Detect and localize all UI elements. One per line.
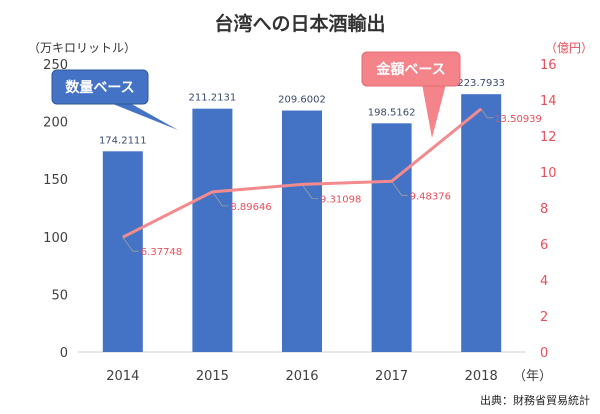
y-left-tick: 200: [43, 116, 68, 131]
callout-amount: 金額ベース: [361, 51, 461, 138]
y-right-tick: 12: [540, 130, 557, 145]
line-data-labels: 6.37748 8.89646 9.31098 9.48376 13.50939: [141, 114, 542, 258]
line-label-leader: [212, 191, 229, 207]
bar: [371, 123, 412, 353]
bar-data-label: 211.2131: [189, 93, 237, 104]
bar: [192, 108, 233, 352]
y-left-tick: 50: [51, 288, 68, 303]
x-tick: 2015: [196, 369, 229, 384]
bar-data-label: 223.7933: [457, 78, 505, 89]
y-right-unit: （億円）: [545, 41, 593, 55]
y-left-tick: 250: [43, 58, 68, 73]
bar-data-labels: 174.2111 211.2131 209.6002 198.5162 223.7933: [99, 78, 505, 146]
y-right-tick: 8: [540, 202, 548, 217]
x-tick: 2018: [465, 369, 498, 384]
x-unit: （年）: [513, 369, 552, 384]
y-left-tick: 0: [60, 346, 68, 361]
y-left-tick: 150: [43, 173, 68, 188]
bar: [461, 94, 502, 352]
line-data-label: 9.48376: [410, 191, 451, 202]
y-left-tick: 100: [43, 231, 68, 246]
x-ticks: 2014 2015 2016 2017 2018: [106, 369, 497, 384]
bar: [282, 110, 322, 352]
amount-line: [122, 107, 483, 239]
x-tick: 2016: [285, 369, 318, 384]
bar: [102, 151, 143, 352]
y-right-tick: 10: [540, 166, 557, 181]
y-right-tick: 14: [540, 94, 557, 109]
line-data-label: 8.89646: [230, 202, 271, 213]
line-data-label: 9.31098: [320, 194, 361, 205]
line-label-leader: [122, 236, 139, 252]
callout-volume-text: 数量ベース: [65, 79, 134, 96]
y-right-ticks: 0 2 4 6 8 10 12 14 16: [540, 58, 557, 361]
y-left-ticks: 0 50 100 150 200 250: [43, 58, 68, 361]
line-data-label: 13.50939: [494, 114, 542, 125]
callout-amount-text: 金額ベース: [375, 61, 445, 78]
y-right-tick: 6: [540, 238, 548, 253]
chart-title: 台湾への日本酒輸出: [214, 12, 385, 35]
bar-data-label: 174.2111: [99, 135, 147, 146]
y-right-tick: 4: [540, 274, 548, 289]
source-note: 出典：財務省貿易統計: [480, 393, 590, 407]
x-tick: 2014: [106, 369, 139, 384]
line-label-leader: [480, 108, 494, 119]
line-data-label: 6.37748: [141, 247, 182, 258]
line-label-leader: [391, 181, 408, 196]
bar-data-label: 198.5162: [368, 107, 416, 118]
y-right-tick: 0: [540, 346, 548, 361]
bar-series: [102, 94, 502, 353]
callout-volume: 数量ベース: [51, 69, 178, 130]
bar-data-label: 209.6002: [278, 95, 326, 106]
y-right-tick: 2: [540, 310, 548, 325]
y-left-unit: （万キロリットル）: [28, 41, 136, 55]
y-right-tick: 16: [540, 58, 557, 73]
line-label-leader: [301, 184, 318, 199]
line-label-leaders: [122, 108, 494, 252]
x-tick: 2017: [375, 369, 408, 384]
